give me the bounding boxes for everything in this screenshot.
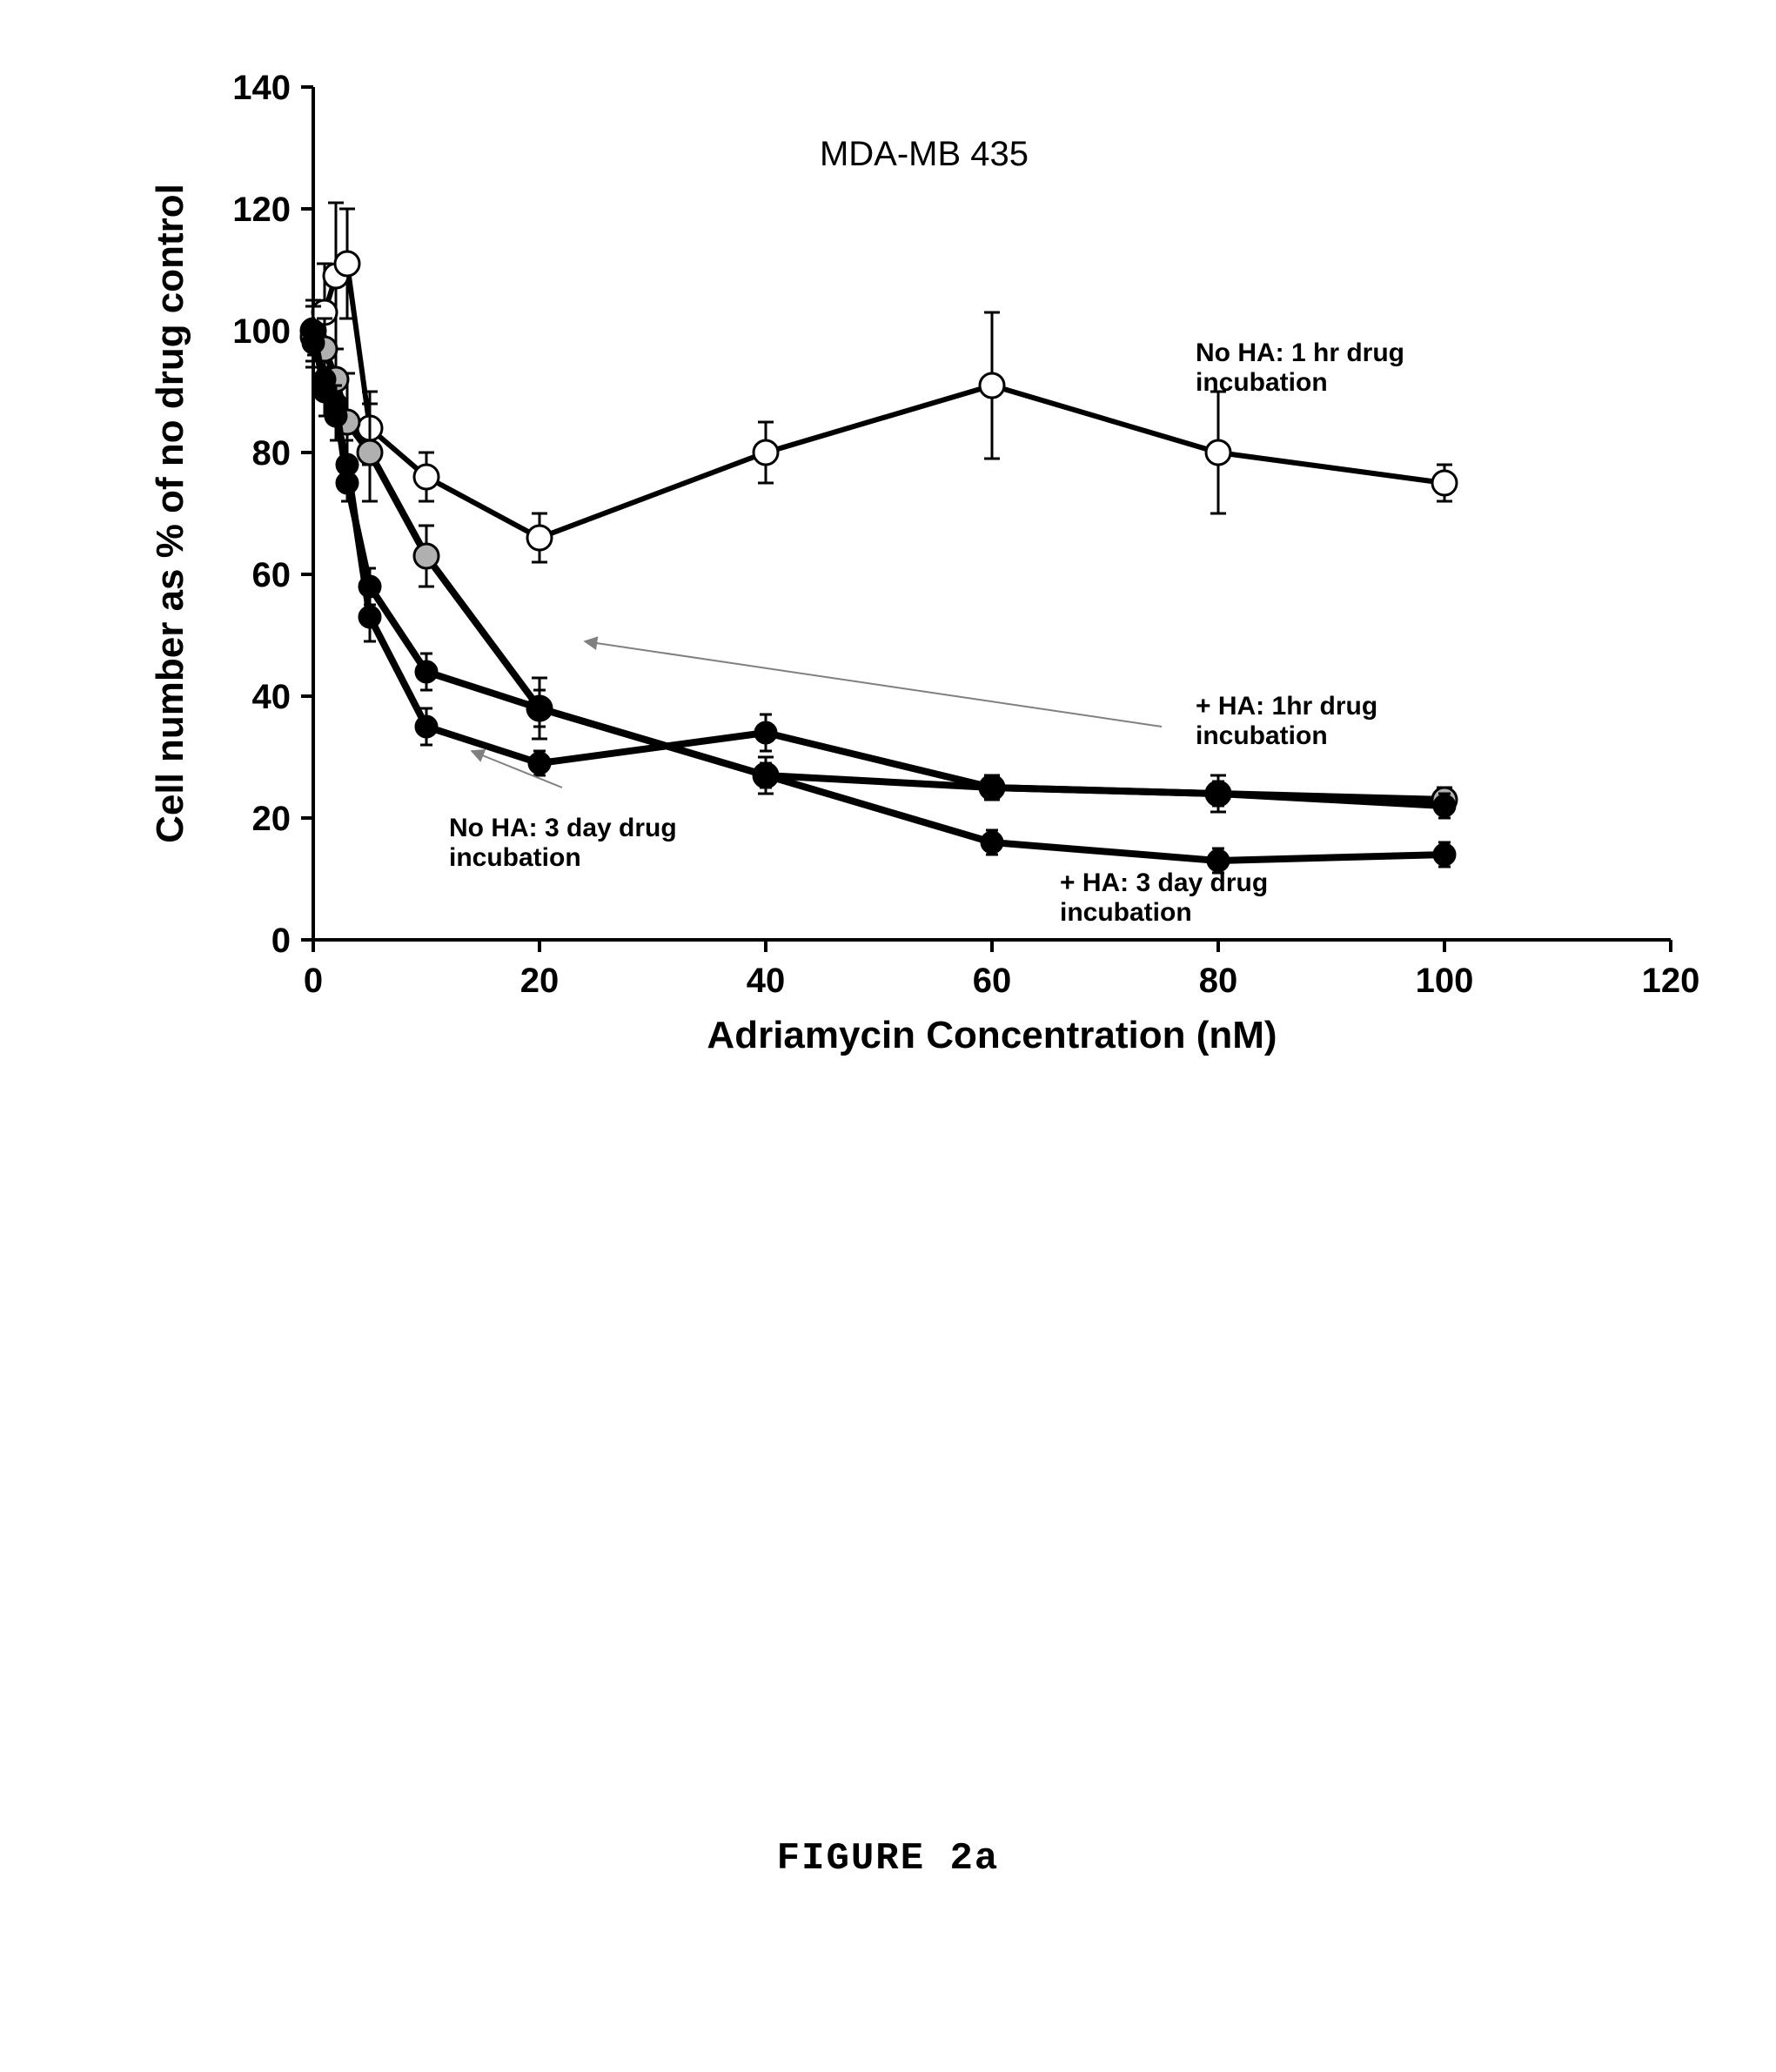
svg-text:No HA: 1 hr drug: No HA: 1 hr drug xyxy=(1196,339,1404,367)
svg-text:+ HA: 3 day drug: + HA: 3 day drug xyxy=(1060,868,1268,897)
svg-text:20: 20 xyxy=(252,800,292,838)
svg-text:incubation: incubation xyxy=(1196,368,1328,397)
svg-text:100: 100 xyxy=(232,312,291,351)
svg-text:incubation: incubation xyxy=(449,843,581,872)
svg-text:140: 140 xyxy=(232,69,291,107)
svg-text:incubation: incubation xyxy=(1060,898,1192,927)
figure-caption: FIGURE 2a xyxy=(0,1837,1776,1881)
svg-text:20: 20 xyxy=(520,962,560,1000)
svg-text:120: 120 xyxy=(232,191,291,229)
svg-text:100: 100 xyxy=(1416,962,1474,1000)
svg-text:40: 40 xyxy=(747,962,786,1000)
svg-text:40: 40 xyxy=(252,678,292,716)
svg-text:60: 60 xyxy=(973,962,1012,1000)
svg-text:0: 0 xyxy=(271,922,291,960)
chart-subtitle: MDA-MB 435 xyxy=(820,135,1029,173)
svg-text:120: 120 xyxy=(1642,962,1700,1000)
svg-text:No HA: 3 day drug: No HA: 3 day drug xyxy=(449,814,677,842)
svg-text:80: 80 xyxy=(252,434,292,473)
svg-text:incubation: incubation xyxy=(1196,721,1328,750)
y-axis-label: Cell number as % of no drug control xyxy=(149,184,191,843)
svg-text:0: 0 xyxy=(304,962,323,1000)
chart: 0 20 40 60 80 100 120 140 0 20 40 60 80 100 120 Adriamy… xyxy=(52,35,1723,1096)
figure-container: 0 20 40 60 80 100 120 140 0 20 40 60 80 100 120 Adriamy… xyxy=(0,0,1776,2072)
x-axis-label: Adriamycin Concentration (nM) xyxy=(707,1014,1277,1056)
svg-text:60: 60 xyxy=(252,556,292,594)
svg-text:+ HA: 1hr drug: + HA: 1hr drug xyxy=(1196,692,1377,721)
svg-text:80: 80 xyxy=(1199,962,1238,1000)
